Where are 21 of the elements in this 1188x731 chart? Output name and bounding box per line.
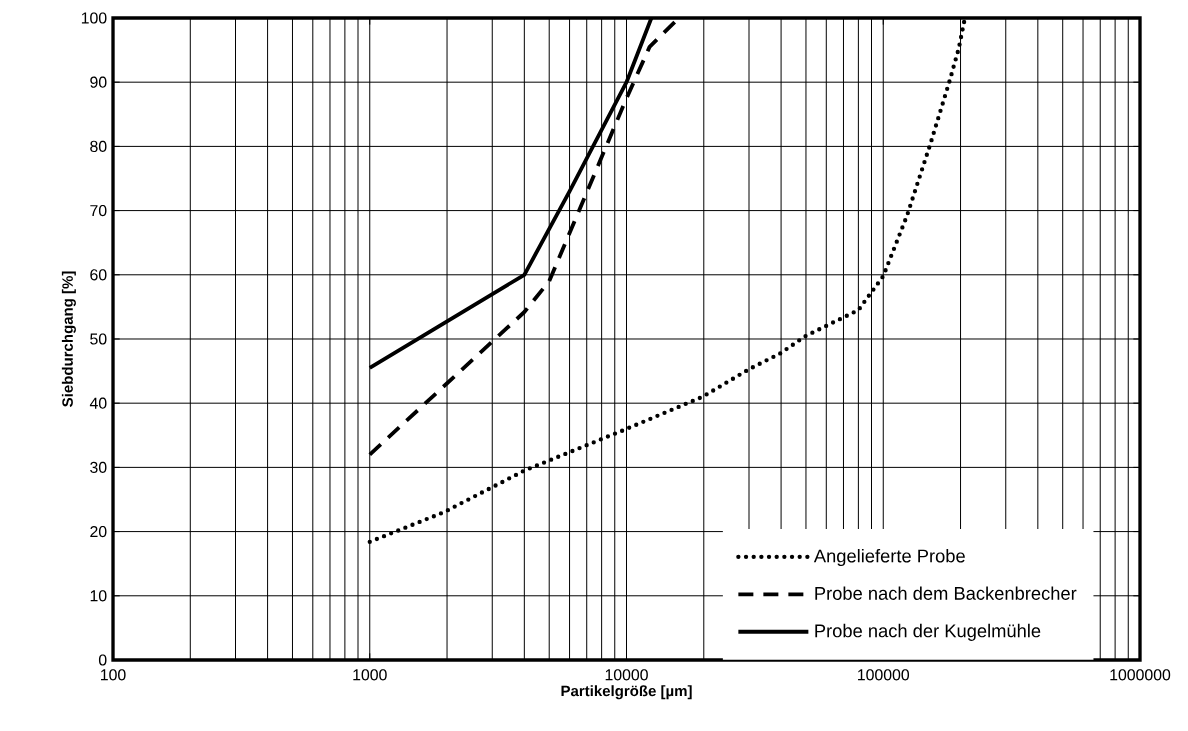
y-tick-label: 20 <box>90 525 107 538</box>
legend-label: Angelieferte Probe <box>813 548 965 567</box>
x-axis-title: Partikelgröße [µm] <box>561 685 692 700</box>
y-axis-title: Siebdurchgang [%] <box>61 271 76 407</box>
y-tick-label: 30 <box>90 461 107 473</box>
legend-label: Probe nach dem Backenbrecher <box>815 586 1077 600</box>
legend-label: Probe nach der Kugelmühle <box>815 623 1041 641</box>
y-tick-label: 10 <box>90 590 107 602</box>
y-tick-label: 50 <box>90 333 107 345</box>
x-tick-label: 10000 <box>605 669 648 681</box>
y-tick-label: 90 <box>90 76 107 88</box>
x-tick-label: 100000 <box>858 669 910 681</box>
y-tick-label: 80 <box>90 140 107 152</box>
x-tick-label: 1000 <box>353 669 387 681</box>
x-tick-label: 1000000 <box>1110 669 1171 681</box>
y-tick-label: 100 <box>81 12 107 24</box>
y-tick-label: 40 <box>89 397 107 409</box>
y-tick-label: 0 <box>98 654 107 666</box>
y-tick-label: 70 <box>90 204 107 217</box>
x-tick-label: 100 <box>101 669 126 681</box>
y-tick-label: 60 <box>90 269 107 281</box>
